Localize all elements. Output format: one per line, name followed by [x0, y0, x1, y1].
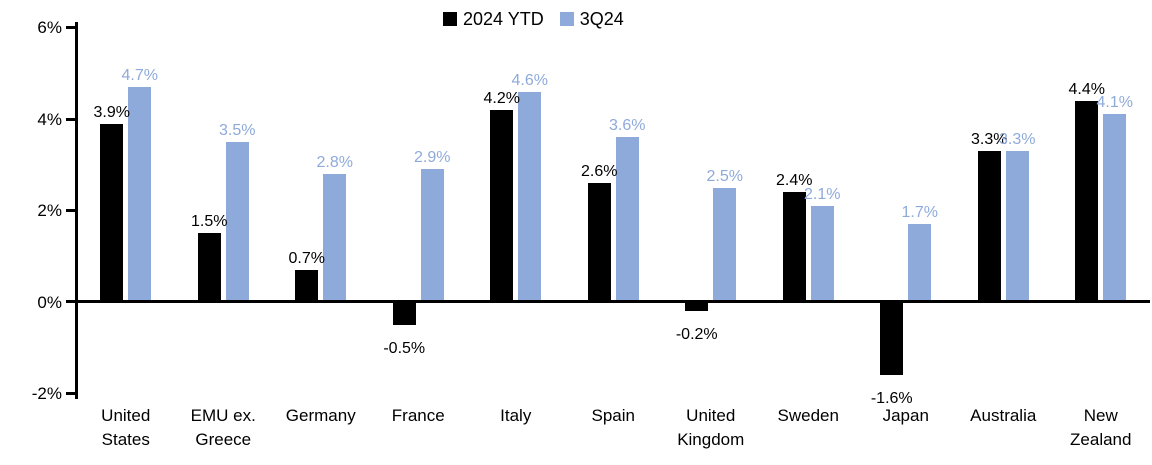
value-label-3q24-sweden: 2.1% — [804, 186, 841, 203]
category-label-line: United — [101, 406, 151, 425]
bar-3q24-germany — [323, 174, 347, 302]
category-label-united-states: United States — [77, 404, 175, 452]
value-label-3q24-united-states: 4.7% — [121, 67, 158, 84]
bar-2024-ytd-france — [392, 302, 416, 325]
bar-2024-ytd-united-kingdom — [685, 302, 709, 311]
category-label-line: Spain — [591, 406, 635, 425]
value-label-2024-ytd-sweden: 2.4% — [776, 172, 813, 189]
legend-item-3q24: 3Q24 — [559, 8, 624, 30]
legend-label-3q24: 3Q24 — [579, 9, 624, 29]
legend-swatch-2024-ytd-icon — [443, 12, 457, 26]
bar-3q24-sweden — [810, 206, 834, 302]
value-label-2024-ytd-united-kingdom: -0.2% — [675, 326, 718, 343]
value-label-3q24-france: 2.9% — [414, 149, 451, 166]
category-label-line: Japan — [882, 406, 929, 425]
bar-2024-ytd-spain — [587, 183, 611, 302]
y-axis-tick — [66, 209, 75, 212]
value-label-2024-ytd-spain: 2.6% — [581, 163, 618, 180]
y-axis-tick-label: 4% — [37, 110, 62, 129]
bar-2024-ytd-australia — [977, 151, 1001, 302]
category-label-spain: Spain — [565, 404, 663, 428]
value-label-2024-ytd-emu-ex-greece: 1.5% — [191, 213, 228, 230]
category-label-line: Kingdom — [677, 430, 745, 449]
value-label-2024-ytd-australia: 3.3% — [971, 131, 1008, 148]
value-label-3q24-united-kingdom: 2.5% — [706, 168, 743, 185]
category-label-sweden: Sweden — [760, 404, 858, 428]
value-label-3q24-new-zealand: 4.1% — [1096, 94, 1133, 111]
category-label-australia: Australia — [955, 404, 1053, 428]
y-axis-tick-label: 0% — [37, 293, 62, 312]
value-label-3q24-germany: 2.8% — [316, 154, 353, 171]
legend-label-2024-ytd: 2024 YTD — [463, 9, 544, 29]
chart-legend: 2024 YTD 3Q24 — [443, 8, 624, 30]
bar-2024-ytd-new-zealand — [1075, 101, 1099, 302]
category-label-line: United — [686, 406, 736, 425]
category-label-united-kingdom: United Kingdom — [662, 404, 760, 452]
y-axis-line — [75, 22, 78, 399]
y-axis-tick — [66, 118, 75, 121]
y-axis-tick — [66, 26, 75, 29]
bar-3q24-italy — [518, 92, 542, 302]
legend-item-2024-ytd: 2024 YTD — [443, 8, 544, 30]
value-label-2024-ytd-germany: 0.7% — [288, 250, 325, 267]
category-label-germany: Germany — [272, 404, 370, 428]
legend-swatch-3q24-icon — [559, 12, 574, 26]
value-label-3q24-italy: 4.6% — [511, 72, 548, 89]
bar-2024-ytd-emu-ex-greece — [197, 233, 221, 302]
bar-3q24-australia — [1005, 151, 1029, 302]
y-axis-tick-label: 2% — [37, 201, 62, 220]
category-label-new-zealand: New Zealand — [1052, 404, 1150, 452]
bar-3q24-france — [420, 169, 444, 302]
bar-2024-ytd-japan — [880, 302, 904, 375]
y-axis-tick-label: -2% — [31, 384, 62, 403]
bar-2024-ytd-italy — [490, 110, 514, 302]
value-label-2024-ytd-united-states: 3.9% — [93, 104, 130, 121]
category-label-line: EMU ex. — [190, 406, 256, 425]
category-label-france: France — [370, 404, 468, 428]
category-label-emu-ex-greece: EMU ex. Greece — [175, 404, 273, 452]
y-axis-tick — [66, 392, 75, 395]
bar-3q24-new-zealand — [1103, 114, 1127, 302]
bar-2024-ytd-united-states — [100, 124, 124, 302]
x-axis-baseline — [75, 300, 1150, 303]
bar-2024-ytd-germany — [295, 270, 319, 302]
category-label-italy: Italy — [467, 404, 565, 428]
bar-3q24-united-kingdom — [713, 188, 737, 302]
category-label-line: Zealand — [1070, 430, 1132, 449]
bar-3q24-spain — [615, 137, 639, 302]
value-label-2024-ytd-japan: -1.6% — [870, 390, 913, 407]
category-label-line: States — [101, 430, 150, 449]
category-label-line: Germany — [285, 406, 356, 425]
y-axis-tick-label: 6% — [37, 18, 62, 37]
bar-3q24-united-states — [128, 87, 152, 302]
value-label-2024-ytd-new-zealand: 4.4% — [1068, 81, 1105, 98]
category-label-line: Sweden — [777, 406, 839, 425]
value-label-3q24-australia: 3.3% — [999, 131, 1036, 148]
value-label-3q24-emu-ex-greece: 3.5% — [219, 122, 256, 139]
category-label-line: Italy — [500, 406, 532, 425]
bar-2024-ytd-sweden — [782, 192, 806, 302]
value-label-2024-ytd-france: -0.5% — [383, 340, 426, 357]
category-label-line: Greece — [195, 430, 252, 449]
value-label-3q24-japan: 1.7% — [901, 204, 938, 221]
category-label-line: New — [1083, 406, 1118, 425]
y-axis-tick — [66, 300, 75, 303]
category-label-japan: Japan — [857, 404, 955, 428]
value-label-2024-ytd-italy: 4.2% — [483, 90, 520, 107]
category-label-line: Australia — [970, 406, 1037, 425]
category-label-line: France — [391, 406, 445, 425]
bar-3q24-emu-ex-greece — [225, 142, 249, 302]
bar-3q24-japan — [908, 224, 932, 302]
value-label-3q24-spain: 3.6% — [609, 117, 646, 134]
